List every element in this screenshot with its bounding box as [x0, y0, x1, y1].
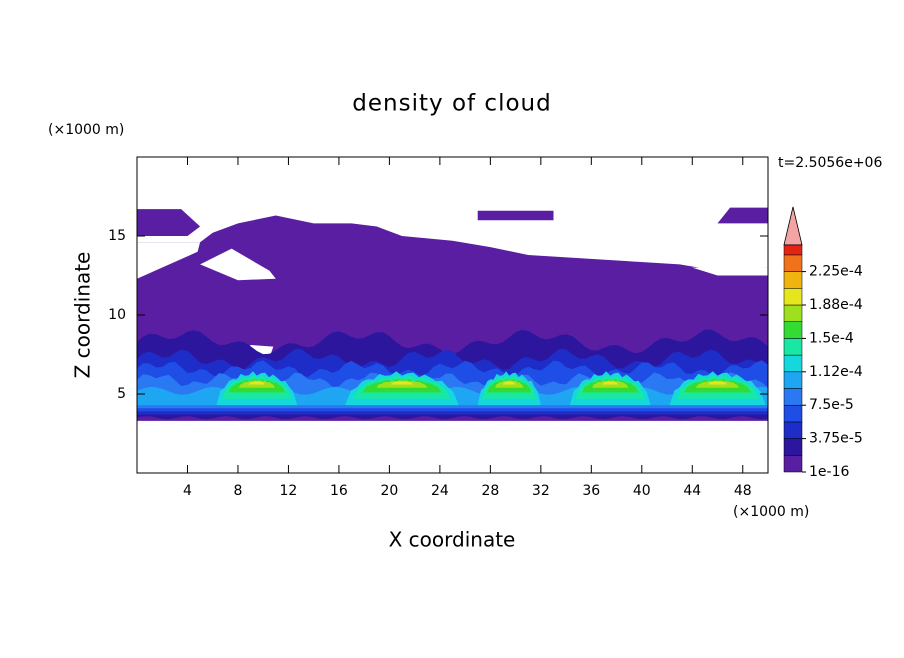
empty-region: [692, 267, 768, 276]
colorbar-band: [783, 338, 803, 356]
colorbar-tick-label: 3.75e-5: [809, 431, 863, 447]
y-tick-label: 15: [108, 228, 126, 244]
colorbar-tick-label: 1e-16: [809, 464, 849, 480]
contour-region: [390, 381, 414, 385]
contour-region: [717, 207, 768, 224]
colorbar-tick-label: 1.88e-4: [809, 297, 863, 313]
colorbar-band: [783, 271, 803, 289]
contour-region: [137, 209, 201, 236]
time-annotation: t=2.5056e+06: [778, 155, 882, 171]
colorbar-tick-label: 1.12e-4: [809, 364, 863, 380]
x-tick-label: 20: [380, 483, 398, 499]
colorbar-band: [783, 371, 803, 389]
x-tick-label: 32: [532, 483, 550, 499]
colorbar-band: [783, 254, 803, 272]
contour-field: [137, 207, 768, 421]
colorbar-band: [783, 388, 803, 406]
contour-region: [477, 210, 554, 221]
empty-region: [200, 248, 276, 281]
contour-region: [707, 381, 728, 385]
y-tick-label: 5: [117, 386, 126, 402]
x-tick-label: 4: [183, 483, 192, 499]
x-tick-label: 36: [582, 483, 600, 499]
y-unit: (×1000 m): [48, 122, 124, 138]
x-tick-label: 48: [734, 483, 752, 499]
x-axis-label: X coordinate: [389, 528, 516, 552]
y-tick-label: 10: [108, 307, 126, 323]
x-tick-label: 12: [280, 483, 298, 499]
x-tick-label: 16: [330, 483, 348, 499]
x-unit: (×1000 m): [733, 504, 809, 520]
contour-region: [602, 381, 619, 385]
x-tick-label: 24: [431, 483, 449, 499]
colorbar-band: [783, 321, 803, 339]
x-tick-label: 44: [683, 483, 701, 499]
colorbar-band: [783, 455, 803, 473]
colorbar-band: [783, 421, 803, 439]
contour-region: [503, 381, 516, 385]
x-tick-label: 8: [233, 483, 242, 499]
colorbar-tick-label: 7.5e-5: [809, 397, 854, 413]
chart-title: density of cloud: [352, 91, 551, 117]
colorbar-tick-label: 1.5e-4: [809, 330, 854, 346]
colorbar-band: [783, 244, 803, 256]
contour-region: [248, 381, 265, 385]
colorbar-band: [783, 438, 803, 456]
colorbar-band: [783, 304, 803, 322]
colorbar-band: [783, 404, 803, 423]
colorbar-band: [783, 354, 803, 373]
x-tick-label: 40: [633, 483, 651, 499]
y-axis-label: Z coordinate: [71, 252, 95, 379]
colorbar-band: [783, 288, 803, 306]
empty-region: [137, 242, 201, 279]
colorbar-extend: [783, 206, 803, 246]
x-tick-label: 28: [481, 483, 499, 499]
colorbar-tick-label: 2.25e-4: [809, 264, 863, 280]
